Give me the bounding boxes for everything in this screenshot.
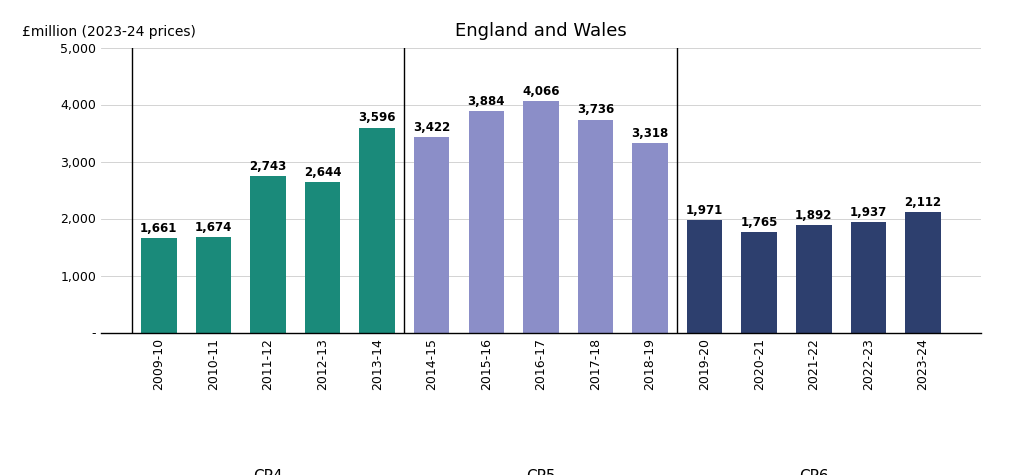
Text: 2,743: 2,743: [250, 160, 286, 173]
Bar: [305, 182, 341, 332]
Text: 4,066: 4,066: [522, 85, 560, 97]
Bar: [796, 225, 831, 332]
Bar: [632, 143, 668, 332]
Bar: [686, 220, 723, 332]
Bar: [468, 111, 504, 332]
Bar: [413, 137, 450, 332]
Bar: [741, 232, 776, 332]
Text: £million (2023-24 prices): £million (2023-24 prices): [22, 25, 196, 38]
Text: 1,674: 1,674: [195, 221, 233, 234]
Text: 1,892: 1,892: [795, 209, 832, 221]
Bar: [359, 127, 395, 332]
Text: 1,971: 1,971: [686, 204, 723, 217]
Text: 1,937: 1,937: [849, 206, 887, 219]
Bar: [523, 101, 559, 332]
Text: CP5: CP5: [526, 469, 556, 475]
Bar: [577, 120, 614, 332]
Text: 3,736: 3,736: [577, 104, 614, 116]
Bar: [196, 237, 232, 332]
Text: CP4: CP4: [253, 469, 283, 475]
Text: 3,884: 3,884: [467, 95, 506, 108]
Text: 1,661: 1,661: [141, 222, 178, 235]
Text: 3,596: 3,596: [358, 112, 396, 124]
Bar: [251, 176, 286, 332]
Text: 3,318: 3,318: [632, 127, 668, 140]
Text: 1,765: 1,765: [740, 216, 777, 229]
Bar: [905, 212, 940, 332]
Text: CP6: CP6: [799, 469, 829, 475]
Text: 2,644: 2,644: [304, 166, 342, 179]
Title: England and Wales: England and Wales: [455, 22, 627, 40]
Bar: [142, 238, 177, 332]
Text: 2,112: 2,112: [905, 196, 941, 209]
Text: 3,422: 3,422: [413, 121, 450, 134]
Bar: [850, 222, 886, 332]
